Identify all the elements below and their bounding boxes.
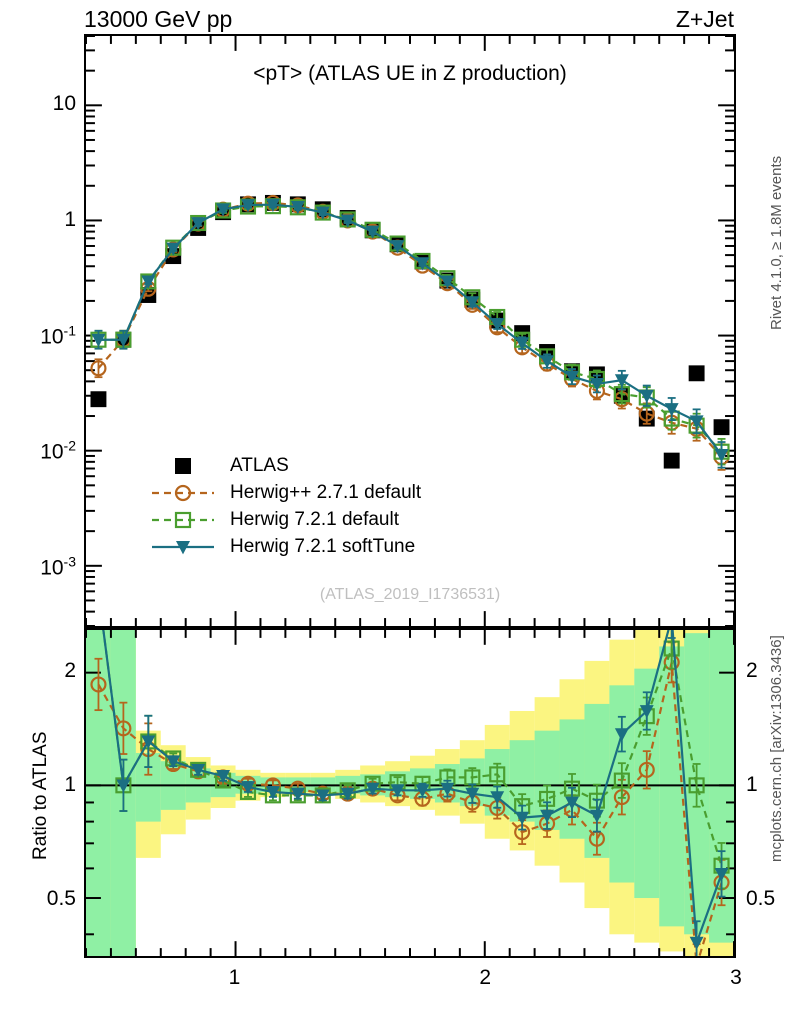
legend-item-label: Herwig 7.2.1 default	[230, 508, 399, 530]
ratio-y-tick-label-left: 2	[64, 659, 76, 683]
main-y-tick-label: 10-2	[40, 437, 76, 464]
ratio-y-tick-label-right: 0.5	[746, 887, 776, 911]
header-beam-label: 13000 GeV pp	[84, 6, 233, 32]
legend-marker-icon	[150, 482, 216, 504]
legend-item-label: Herwig++ 2.7.1 default	[230, 481, 422, 503]
main-y-tick-label: 10-1	[40, 322, 76, 349]
ratio-y-labels-right: 2 1 0.5	[740, 0, 786, 1024]
main-y-tick-label: 1	[64, 207, 76, 231]
x-tick-label: 1	[228, 966, 241, 989]
ratio-y-tick-label-right: 2	[746, 659, 758, 683]
ratio-plot-canvas	[86, 630, 734, 956]
plot-title: <pT> (ATLAS UE in Z production)	[253, 62, 567, 85]
legend-marker-icon	[150, 536, 216, 558]
main-y-axis-labels: 10 1 10-1 10-2 10-3	[0, 0, 76, 1024]
main-plot-panel	[84, 34, 736, 628]
ratio-y-tick-label-right: 1	[746, 773, 758, 797]
legend-marker-icon	[150, 455, 216, 477]
legend-item[interactable]: Herwig++ 2.7.1 default	[150, 479, 421, 506]
legend-item-label: Herwig 7.2.1 softTune	[230, 535, 416, 557]
legend-marker-icon	[150, 509, 216, 531]
legend-item[interactable]: Herwig 7.2.1 default	[150, 506, 421, 533]
main-y-tick-label: 10	[52, 91, 76, 115]
x-tick-label: 3	[730, 966, 742, 989]
legend-item[interactable]: ATLAS	[150, 452, 421, 479]
ratio-y-tick-label-left: 0.5	[46, 887, 76, 911]
ratio-plot-panel	[84, 628, 736, 958]
header-process-label: Z+Jet	[675, 6, 734, 32]
main-plot-canvas	[86, 36, 734, 626]
main-y-tick-label: 10-3	[40, 553, 76, 580]
legend: ATLAS Herwig++ 2.7.1 default Herwig 7.2.1 …	[150, 452, 421, 560]
x-tick-label: 2	[479, 966, 492, 989]
legend-item[interactable]: Herwig 7.2.1 softTune	[150, 533, 421, 560]
analysis-id-watermark: (ATLAS_2019_I1736531)	[319, 586, 501, 603]
legend-item-label: ATLAS	[230, 454, 289, 476]
ratio-y-tick-label-left: 1	[64, 773, 76, 797]
ratio-y-labels-left: 2 1 0.5	[0, 0, 76, 1024]
